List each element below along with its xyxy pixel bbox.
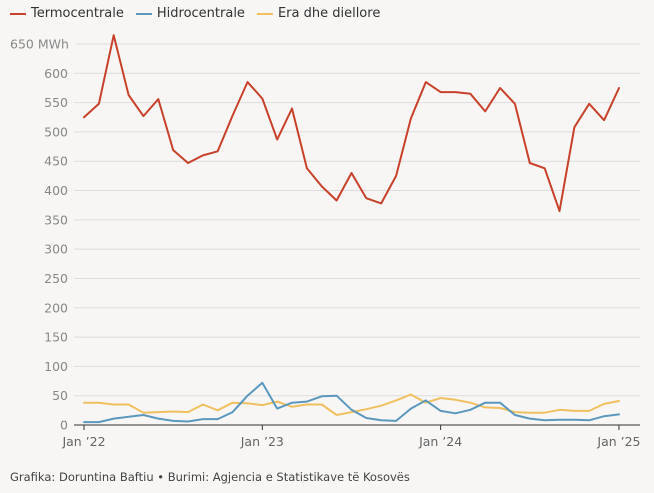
y-tick-label: 500 [44,124,68,139]
x-tick-label: Jan ’23 [240,434,284,449]
y-tick-label: 50 [52,388,68,403]
gridlines [74,43,640,397]
y-tick-label: 600 [44,66,68,81]
series-line-era-dhe-diellore [83,393,620,416]
legend-label-era-dhe-diellore: Era dhe diellore [277,6,381,21]
legend-swatch-termocentrale [10,12,26,15]
y-tick-label: 450 [44,154,68,169]
series-points-hidrocentrale [83,382,619,423]
y-tick-label: 150 [44,330,68,345]
legend-swatch-hidrocentrale [135,12,152,15]
legend-swatch-era-dhe-diellore [256,12,273,15]
y-tick-label: 100 [44,359,68,374]
y-tick-label: 550 [44,95,68,110]
y-tick-label: 400 [44,183,68,198]
y-tick-label: 250 [44,271,68,286]
x-tick-label: Jan ’25 [596,434,640,449]
series-points-termocentrale [83,35,619,212]
x-tick-label: Jan ’22 [61,434,105,449]
legend-item-hidrocentrale: Hidrocentrale [135,6,245,21]
series-points-era-dhe-diellore [83,394,619,416]
legend-item-termocentrale: Termocentrale [10,6,124,21]
y-tick-label: 0 [60,418,68,433]
legend-label-hidrocentrale: Hidrocentrale [156,6,245,21]
y-tick-label: 650 MWh [10,37,69,52]
source-credit: Grafika: Doruntina Baftiu • Burimi: Agje… [10,470,410,484]
legend-item-era-dhe-diellore: Era dhe diellore [256,6,381,21]
legend: Termocentrale Hidrocentrale Era dhe diel… [10,6,380,21]
series-lines [83,34,620,424]
x-tick-label: Jan ’24 [418,434,462,449]
y-axis: 0 50 100 150 200 250 300 350 400 450 500 550 600 650 … [10,37,69,433]
series-line-hidrocentrale [83,381,620,424]
y-tick-label: 200 [44,300,68,315]
y-tick-label: 300 [44,242,68,257]
legend-label-termocentrale: Termocentrale [31,6,124,21]
y-tick-label: 350 [44,212,68,227]
x-axis: Jan ’22 Jan ’23 Jan ’24 Jan ’25 [61,424,641,449]
series-line-termocentrale [83,34,620,213]
